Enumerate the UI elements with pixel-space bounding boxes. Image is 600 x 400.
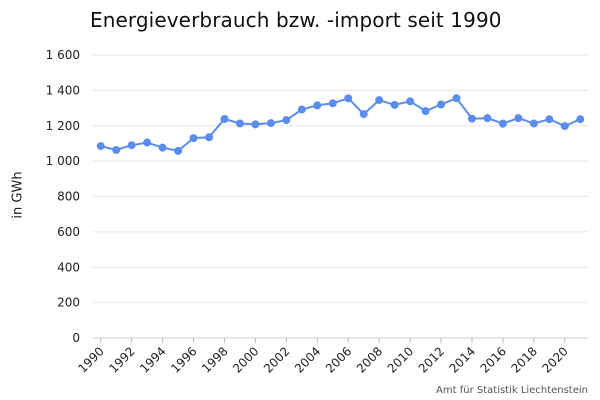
data-point-2014: [467, 114, 476, 123]
series-line: [100, 97, 581, 152]
data-point-2010: [406, 97, 415, 106]
x-axis-ticks: 1990 1992 1994 1996 1998 2000 2002 2004 2006 2008…: [75, 338, 571, 376]
data-point-2003: [297, 105, 306, 114]
data-point-2002: [282, 116, 291, 125]
data-point-2020: [560, 122, 569, 131]
data-point-1995: [174, 146, 183, 155]
data-point-1998: [220, 115, 229, 124]
x-tick-label-2002: 2002: [261, 344, 292, 375]
data-point-2001: [266, 119, 275, 128]
data-point-2015: [483, 114, 492, 123]
y-axis-ticks: 0 200 400 600 800 1 000 1 200 1 400 1 600: [46, 48, 80, 345]
x-tick-label-2020: 2020: [539, 344, 570, 375]
data-point-2008: [375, 96, 384, 105]
data-point-2000: [251, 120, 260, 129]
data-point-1992: [127, 141, 136, 150]
gridlines: [93, 54, 588, 339]
data-point-1990: [96, 142, 105, 151]
data-point-1997: [205, 133, 214, 142]
x-tick-label-2000: 2000: [230, 344, 261, 375]
x-tick-label-2008: 2008: [354, 344, 385, 375]
data-point-2019: [545, 115, 554, 124]
y-tick-label-0: 0: [72, 331, 80, 345]
x-tick-label-2014: 2014: [447, 344, 478, 375]
data-point-1996: [189, 134, 198, 143]
y-tick-label-1000: 1 000: [46, 154, 80, 168]
data-point-2005: [328, 99, 337, 108]
y-tick-label-1400: 1 400: [46, 83, 80, 97]
y-tick-label-800: 800: [57, 190, 80, 204]
y-tick-label-1200: 1 200: [46, 119, 80, 133]
x-tick-label-2010: 2010: [385, 344, 416, 375]
data-point-2007: [359, 110, 368, 119]
data-point-1999: [235, 119, 244, 128]
data-point-2016: [498, 119, 507, 128]
y-tick-label-200: 200: [57, 296, 80, 310]
y-tick-label-1600: 1 600: [46, 48, 80, 62]
x-tick-label-2004: 2004: [292, 344, 323, 375]
y-tick-label-400: 400: [57, 260, 80, 274]
data-point-2006: [344, 94, 353, 103]
data-point-2012: [437, 100, 446, 109]
chart-title: Energieverbrauch bzw. -import seit 1990: [90, 8, 502, 32]
x-tick-label-1992: 1992: [106, 344, 137, 375]
x-tick-label-2018: 2018: [508, 344, 539, 375]
x-tick-label-1998: 1998: [199, 344, 230, 375]
x-tick-label-1996: 1996: [168, 344, 199, 375]
data-point-2009: [390, 100, 399, 109]
source-note: Amt für Statistik Liechtenstein: [436, 385, 588, 396]
data-point-2013: [452, 94, 461, 103]
data-point-1994: [158, 143, 167, 152]
data-point-2021: [576, 115, 585, 124]
series-energy: [96, 94, 585, 155]
data-point-2011: [421, 107, 430, 116]
data-point-1993: [143, 138, 152, 147]
x-tick-label-2012: 2012: [416, 344, 447, 375]
y-tick-label-600: 600: [57, 225, 80, 239]
data-point-1991: [112, 145, 121, 154]
x-tick-label-2016: 2016: [478, 344, 509, 375]
data-point-2004: [313, 101, 322, 110]
data-point-2017: [514, 114, 523, 123]
x-tick-label-1990: 1990: [75, 344, 106, 375]
x-tick-label-1994: 1994: [137, 344, 168, 375]
x-tick-label-2006: 2006: [323, 344, 354, 375]
data-point-2018: [529, 119, 538, 128]
